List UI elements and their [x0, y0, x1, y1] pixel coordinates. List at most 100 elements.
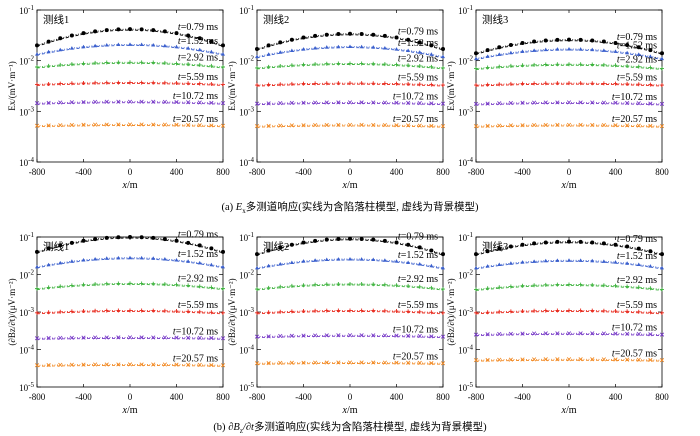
series-point: [508, 357, 513, 362]
series-point: [555, 357, 560, 362]
series-point: [151, 60, 156, 65]
series-point: [116, 255, 121, 260]
series-point: [660, 265, 664, 270]
series-point: [440, 124, 446, 129]
series-point: [313, 308, 318, 313]
series-point: [278, 82, 283, 87]
series-label: t=5.59 ms: [178, 300, 218, 311]
y-tick-label: 10-5: [458, 381, 473, 393]
series-point: [371, 333, 376, 338]
series-point: [520, 49, 525, 53]
series-point: [590, 240, 595, 245]
series-point: [278, 123, 283, 128]
series-point: [555, 308, 560, 313]
series-point: [382, 258, 387, 262]
series-point: [508, 42, 513, 47]
series-point: [266, 263, 271, 268]
series-point: [127, 362, 133, 367]
chart-panel-3: -800 -400 0 400 800 10-4 10-3 10-2 10-1 x/m Ex/(mV…: [446, 4, 669, 191]
series-point: [648, 310, 653, 315]
series-point: [485, 310, 490, 315]
series-point: [174, 61, 179, 66]
series-point: [278, 360, 283, 366]
series-point: [35, 52, 39, 56]
series-line-model: [475, 48, 663, 59]
y-tick-label: 10-4: [458, 344, 473, 356]
chart-panel-6: -800 -400 0 400 800 10-5 10-4 10-3 10-2 10-1 x/m (∂…: [446, 231, 669, 416]
series-point: [162, 122, 167, 127]
series-point: [520, 357, 525, 362]
x-tick-label: -400: [514, 167, 531, 177]
x-tick-label: -800: [249, 392, 266, 402]
series-point: [625, 357, 630, 362]
series-point: [473, 358, 479, 363]
series-point: [417, 360, 422, 366]
series-line-background: [36, 337, 224, 340]
y-tick-label: 10-4: [19, 344, 34, 356]
series-point: [406, 333, 411, 338]
series-point: [417, 333, 422, 339]
series-point: [601, 48, 606, 52]
series-point: [371, 32, 376, 37]
y-tick-label: 10-1: [239, 231, 254, 243]
series-point: [348, 81, 352, 86]
series-point: [35, 264, 39, 269]
series-point: [151, 335, 156, 340]
series-point: [660, 287, 664, 292]
series-point: [348, 44, 352, 49]
series-point: [440, 334, 446, 339]
series-point: [625, 42, 630, 47]
series-point: [34, 123, 40, 128]
series-point: [266, 334, 271, 339]
series-point: [289, 81, 294, 86]
series-point: [162, 335, 167, 340]
series-point: [359, 257, 364, 261]
series-point: [660, 56, 664, 61]
series-label: t=1.52 ms: [178, 36, 218, 47]
series-point: [128, 42, 132, 46]
series-point: [46, 246, 51, 251]
series-point: [543, 258, 548, 263]
series-point: [116, 80, 121, 85]
series-point: [648, 123, 653, 128]
series-point: [648, 48, 653, 53]
series-point: [289, 360, 294, 365]
series-line-background: [475, 285, 663, 291]
series-line-background: [256, 310, 444, 315]
series-point: [93, 335, 98, 340]
series-point: [532, 48, 537, 52]
series-point: [197, 260, 202, 265]
series-point: [324, 45, 329, 49]
chart-panel-1: -800 -400 0 400 800 10-4 10-3 10-2 10-1 x/m Ex/(mV…: [7, 4, 230, 191]
series-point: [255, 83, 259, 88]
series-line-background: [475, 40, 663, 55]
series-point: [209, 39, 214, 44]
series-point: [359, 282, 364, 287]
y-tick-label: 10-1: [19, 231, 34, 243]
x-tick-label: -800: [249, 167, 266, 177]
series-point: [209, 246, 214, 251]
x-axis-label: x/m: [560, 405, 576, 416]
series-point: [382, 45, 387, 50]
series-point: [485, 357, 490, 363]
series-point: [485, 65, 490, 70]
series-point: [578, 37, 583, 42]
series-point: [567, 282, 571, 287]
series-point: [266, 360, 271, 366]
series-point: [69, 33, 74, 38]
series-point: [266, 43, 271, 48]
series-point: [441, 54, 445, 59]
x-tick-label: 400: [609, 167, 623, 177]
series-point: [139, 60, 144, 65]
series-point: [46, 39, 51, 44]
series-point: [336, 282, 341, 287]
series-point: [590, 47, 595, 52]
series-point: [58, 284, 63, 289]
series-point: [209, 285, 214, 290]
y-tick-label: 10-1: [239, 4, 254, 16]
series-point: [197, 81, 202, 86]
series-point: [371, 81, 376, 86]
series-point: [648, 101, 653, 106]
series-point: [81, 282, 86, 287]
